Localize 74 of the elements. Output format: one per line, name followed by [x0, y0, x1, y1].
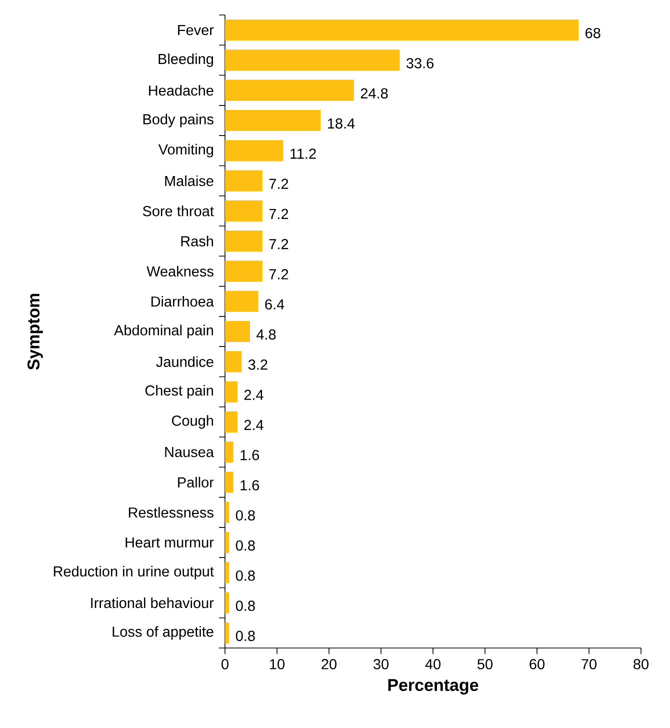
data-label: 7.2 [269, 239, 288, 250]
x-axis-title: Percentage [388, 679, 478, 694]
x-tick-label: 0 [222, 659, 228, 670]
data-label: 7.2 [269, 269, 288, 280]
bar [225, 532, 230, 554]
bar [225, 442, 234, 463]
data-label: 2.4 [244, 420, 264, 430]
bar [225, 200, 262, 222]
y-tick-label: Headache [149, 85, 214, 96]
y-tick-label: Jaundice [156, 356, 214, 367]
data-label: 0.8 [236, 510, 255, 520]
bar [225, 381, 238, 402]
data-label: 0.8 [236, 630, 255, 642]
data-label: 0.8 [236, 600, 255, 611]
x-tick-label: 20 [322, 659, 336, 670]
bar [225, 320, 250, 342]
y-tick-label: Rash [181, 236, 214, 246]
y-tick-label: Bleeding [158, 53, 214, 67]
bar [225, 260, 262, 282]
bar [225, 230, 262, 252]
y-tick-label: Reduction in urine output [54, 566, 214, 580]
x-tick-label: 70 [582, 659, 596, 670]
data-label: 24.8 [360, 88, 388, 98]
data-label: 4.8 [256, 329, 276, 340]
y-tick-label: Abdominal pain [114, 324, 213, 338]
bar [225, 562, 230, 584]
y-tick-label: Irrational behaviour [91, 597, 214, 608]
data-label: 3.2 [248, 360, 268, 370]
y-tick-label: Heart murmur [126, 537, 214, 548]
data-label: 11.2 [290, 148, 316, 159]
data-label: 0.8 [236, 540, 255, 551]
y-tick-label: Cough [172, 415, 214, 429]
y-tick-label: Chest pain [145, 385, 214, 399]
y-tick-label: Fever [178, 25, 214, 36]
y-tick-label: Malaise [165, 175, 214, 186]
y-tick-label: Vomiting [158, 144, 214, 158]
data-label: 68 [586, 28, 600, 38]
bar [225, 170, 262, 192]
x-tick-label: 60 [530, 659, 544, 670]
bar [225, 622, 230, 644]
data-label: 7.2 [269, 208, 288, 219]
y-tick-label: Weakness [146, 266, 214, 277]
y-tick-label: Body pains [143, 114, 214, 128]
data-label: 0.8 [236, 570, 255, 581]
y-tick-label: Pallor [178, 476, 214, 488]
data-label: 6.4 [265, 299, 284, 310]
bar [225, 351, 242, 372]
bar [225, 592, 230, 614]
bar [225, 502, 230, 523]
bar [225, 50, 400, 71]
x-tick-label: 30 [373, 659, 388, 670]
x-tick-label: 50 [478, 659, 492, 670]
x-tick-label: 10 [270, 659, 284, 670]
y-tick-label: Restlessness [128, 507, 214, 518]
x-tick-label: 40 [425, 659, 440, 670]
data-label: 33.6 [406, 58, 434, 68]
data-label: 1.6 [240, 450, 260, 460]
y-tick-label: Nausea [165, 447, 214, 458]
data-label: 2.4 [244, 390, 264, 400]
data-label: 7.2 [269, 178, 288, 189]
bar [225, 140, 284, 162]
y-tick-label: Sore throat [142, 206, 214, 216]
bar [225, 20, 579, 41]
y-tick-label: Loss of appetite [112, 626, 214, 640]
bar [225, 411, 238, 432]
bar [225, 80, 354, 101]
bar [225, 290, 258, 312]
y-tick-label: Diarrhoea [151, 296, 214, 307]
x-tick-label: 80 [634, 659, 648, 670]
data-label: 1.6 [240, 480, 260, 490]
bar [225, 110, 321, 132]
data-label: 18.4 [328, 118, 355, 129]
y-axis-title: Symptom [27, 294, 43, 370]
bar [225, 472, 234, 493]
